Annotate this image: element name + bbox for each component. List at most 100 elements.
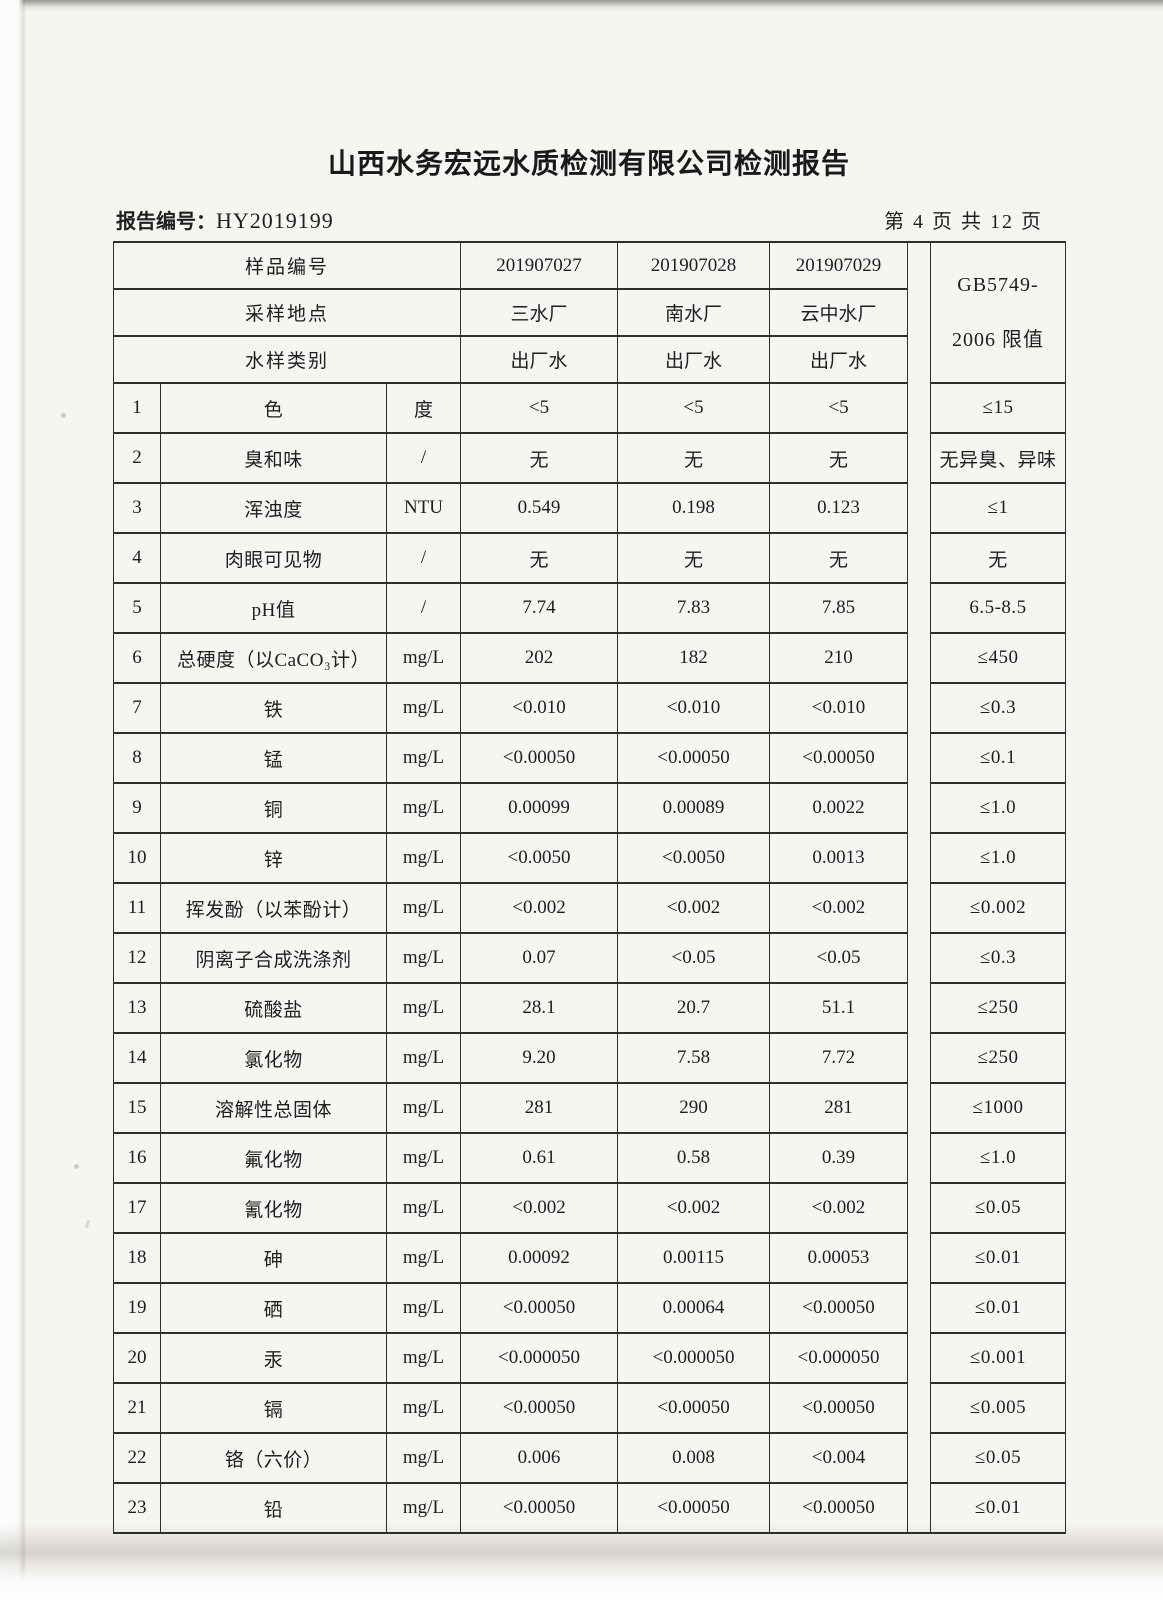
sample-1-value-cell: <0.002 xyxy=(460,882,618,934)
scan-shadow-bottom xyxy=(0,1524,1163,1600)
table-row: 22 铬（六价） mg/L 0.006 0.008 <0.004 ≤0.05 xyxy=(113,1432,1066,1484)
parameter-name-cell: 砷 xyxy=(160,1232,387,1284)
page-indicator: 第 4 页 共 12 页 xyxy=(884,211,1043,233)
table-row: 12 阴离子合成洗涤剂 mg/L 0.07 <0.05 <0.05 ≤0.3 xyxy=(113,932,1066,984)
report-meta: 报告编号：HY2019199 第 4 页 共 12 页 xyxy=(113,205,1065,234)
sample-1-value-cell: 0.61 xyxy=(460,1132,618,1184)
sample-1-value-cell: 7.74 xyxy=(460,582,618,634)
unit-cell: mg/L xyxy=(386,1232,461,1284)
sample-1-value-cell: 0.07 xyxy=(460,932,618,984)
row-number-cell: 15 xyxy=(113,1082,161,1134)
row-number-cell: 8 xyxy=(113,732,161,784)
sample-1-value-cell: 0.00099 xyxy=(460,782,618,834)
sample-1-id: 201907027 xyxy=(460,241,618,290)
table-row: 19 硒 mg/L <0.00050 0.00064 <0.00050 ≤0.0… xyxy=(113,1282,1066,1334)
report-number-label: 报告编号： xyxy=(116,211,216,233)
sample-id-label: 样品编号 xyxy=(113,241,461,290)
sample-2-value-cell: 0.00089 xyxy=(617,782,770,834)
sample-3-value-cell: 0.123 xyxy=(769,482,908,534)
row-number-cell: 12 xyxy=(113,932,161,984)
unit-cell: / xyxy=(386,532,461,584)
row-number-cell: 19 xyxy=(113,1282,161,1334)
sample-1-type: 出厂水 xyxy=(460,335,618,384)
sample-2-value-cell: 290 xyxy=(617,1082,770,1134)
table-row: 3 浑浊度 NTU 0.549 0.198 0.123 ≤1 xyxy=(113,482,1066,534)
sample-1-value-cell: 9.20 xyxy=(460,1032,618,1084)
report-number-value: HY2019199 xyxy=(216,208,334,233)
sampling-location-label: 采样地点 xyxy=(113,288,461,337)
parameter-name-cell: 硫酸盐 xyxy=(160,982,387,1034)
sample-1-value-cell: <0.000050 xyxy=(460,1332,618,1384)
table-row: 14 氯化物 mg/L 9.20 7.58 7.72 ≤250 xyxy=(113,1032,1066,1084)
limit-value-cell: ≤0.001 xyxy=(930,1332,1066,1384)
sample-3-value-cell: <0.00050 xyxy=(769,1482,908,1534)
unit-cell: mg/L xyxy=(386,832,461,884)
limit-value-cell: 无 xyxy=(930,532,1066,584)
sample-2-value-cell: <0.00050 xyxy=(617,1382,770,1434)
sample-2-value-cell: 7.83 xyxy=(617,582,770,634)
sample-1-value-cell: 0.00092 xyxy=(460,1232,618,1284)
unit-cell: mg/L xyxy=(386,1382,461,1434)
limit-header-line1: GB5749- xyxy=(957,273,1039,296)
scan-speck xyxy=(74,1164,79,1169)
parameter-name-cell: 氰化物 xyxy=(160,1182,387,1234)
table-row: 1 色 度 <5 <5 <5 ≤15 xyxy=(113,382,1066,434)
sample-1-value-cell: 0.549 xyxy=(460,482,618,534)
parameter-name-cell: 色 xyxy=(160,382,387,434)
limit-value-cell: 无异臭、异味 xyxy=(930,432,1066,484)
limit-value-cell: ≤0.05 xyxy=(930,1182,1066,1234)
sample-2-value-cell: 20.7 xyxy=(617,982,770,1034)
sample-1-value-cell: <5 xyxy=(460,382,618,434)
header-row-sample-type: 水样类别 出厂水 出厂水 出厂水 xyxy=(113,335,1066,384)
limit-value-cell: ≤0.3 xyxy=(930,682,1066,734)
unit-cell: mg/L xyxy=(386,682,461,734)
sample-1-value-cell: 202 xyxy=(460,632,618,684)
table-row: 2 臭和味 / 无 无 无 无异臭、异味 xyxy=(113,432,1066,484)
row-number-cell: 4 xyxy=(113,532,161,584)
limit-value-cell: ≤1.0 xyxy=(930,1132,1066,1184)
parameter-name-cell: 镉 xyxy=(160,1382,387,1434)
unit-cell: mg/L xyxy=(386,1482,461,1534)
sample-2-value-cell: <0.000050 xyxy=(617,1332,770,1384)
results-table: 样品编号 201907027 201907028 201907029 GB574… xyxy=(113,241,1066,1534)
sample-2-value-cell: 182 xyxy=(617,632,770,684)
limit-value-cell: ≤450 xyxy=(930,632,1066,684)
sample-2-value-cell: <0.00050 xyxy=(617,732,770,784)
sample-3-location: 云中水厂 xyxy=(769,288,908,337)
parameter-name-cell: 溶解性总固体 xyxy=(160,1082,387,1134)
page-title: 山西水务宏远水质检测有限公司检测报告 xyxy=(327,148,850,179)
sample-2-value-cell: 无 xyxy=(617,532,770,584)
row-number-cell: 17 xyxy=(113,1182,161,1234)
sample-3-value-cell: <0.00050 xyxy=(769,1282,908,1334)
limit-value-cell: ≤0.01 xyxy=(930,1482,1066,1534)
sample-2-value-cell: <5 xyxy=(617,382,770,434)
unit-cell: mg/L xyxy=(386,882,461,934)
table-row: 15 溶解性总固体 mg/L 281 290 281 ≤1000 xyxy=(113,1082,1066,1134)
limit-column-header: GB5749- 2006 限值 xyxy=(930,241,1066,384)
sample-2-value-cell: 0.008 xyxy=(617,1432,770,1484)
sample-3-value-cell: 281 xyxy=(769,1082,908,1134)
report-number: 报告编号：HY2019199 xyxy=(113,205,334,234)
unit-cell: mg/L xyxy=(386,1432,461,1484)
parameter-name-cell: 铁 xyxy=(160,682,387,734)
sample-type-label: 水样类别 xyxy=(113,335,461,384)
row-number-cell: 7 xyxy=(113,682,161,734)
sample-2-value-cell: 7.58 xyxy=(617,1032,770,1084)
paper-edge-left xyxy=(0,0,26,1600)
sample-3-value-cell: <0.00050 xyxy=(769,732,908,784)
parameter-name-cell: 硒 xyxy=(160,1282,387,1334)
sample-1-value-cell: <0.00050 xyxy=(460,732,618,784)
limit-value-cell: ≤0.01 xyxy=(930,1232,1066,1284)
table-row: 13 硫酸盐 mg/L 28.1 20.7 51.1 ≤250 xyxy=(113,982,1066,1034)
sample-3-value-cell: 0.00053 xyxy=(769,1232,908,1284)
parameter-name-cell: 臭和味 xyxy=(160,432,387,484)
sample-3-value-cell: 51.1 xyxy=(769,982,908,1034)
table-row: 9 铜 mg/L 0.00099 0.00089 0.0022 ≤1.0 xyxy=(113,782,1066,834)
table-row: 17 氰化物 mg/L <0.002 <0.002 <0.002 ≤0.05 xyxy=(113,1182,1066,1234)
header-row-sample-id: 样品编号 201907027 201907028 201907029 GB574… xyxy=(113,241,1066,1534)
parameter-name-cell: 锰 xyxy=(160,732,387,784)
limit-value-cell: 6.5-8.5 xyxy=(930,582,1066,634)
limit-header-line2: 2006 限值 xyxy=(952,328,1044,351)
unit-cell: / xyxy=(386,582,461,634)
